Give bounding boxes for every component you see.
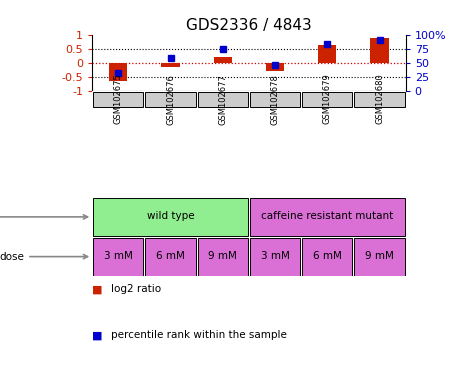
Text: log2 ratio: log2 ratio [111,284,161,294]
FancyBboxPatch shape [146,238,195,276]
Bar [266,63,284,71]
FancyBboxPatch shape [93,238,143,276]
FancyBboxPatch shape [198,238,248,276]
Text: genotype/variation: genotype/variation [0,212,88,222]
Bar [161,63,180,66]
Text: 9 mM: 9 mM [365,251,394,261]
Bar [318,45,337,63]
Text: percentile rank within the sample: percentile rank within the sample [111,330,287,340]
Text: GSM102680: GSM102680 [375,74,384,124]
Text: 6 mM: 6 mM [156,251,185,261]
FancyBboxPatch shape [198,92,248,107]
FancyBboxPatch shape [146,92,195,107]
Text: GSM102676: GSM102676 [166,74,175,124]
FancyBboxPatch shape [302,92,352,107]
Text: 6 mM: 6 mM [313,251,342,261]
Text: GSM102677: GSM102677 [219,74,227,124]
Text: wild type: wild type [147,211,195,221]
FancyBboxPatch shape [250,238,300,276]
Text: GSM102675: GSM102675 [114,74,123,124]
Bar [371,38,389,63]
FancyBboxPatch shape [250,198,405,236]
Text: 3 mM: 3 mM [260,251,290,261]
FancyBboxPatch shape [250,92,300,107]
Text: caffeine resistant mutant: caffeine resistant mutant [261,211,393,221]
FancyBboxPatch shape [355,92,405,107]
Text: 3 mM: 3 mM [104,251,133,261]
Text: GSM102679: GSM102679 [323,74,332,124]
FancyBboxPatch shape [93,92,143,107]
Text: ■: ■ [92,330,103,340]
Text: ■: ■ [92,284,103,294]
Text: dose: dose [0,252,88,262]
FancyBboxPatch shape [302,238,352,276]
Text: 9 mM: 9 mM [208,251,237,261]
FancyBboxPatch shape [355,238,405,276]
Title: GDS2336 / 4843: GDS2336 / 4843 [186,18,312,33]
Text: GSM102678: GSM102678 [271,74,279,124]
Bar [109,63,127,81]
FancyBboxPatch shape [93,198,248,236]
Bar [213,57,232,63]
